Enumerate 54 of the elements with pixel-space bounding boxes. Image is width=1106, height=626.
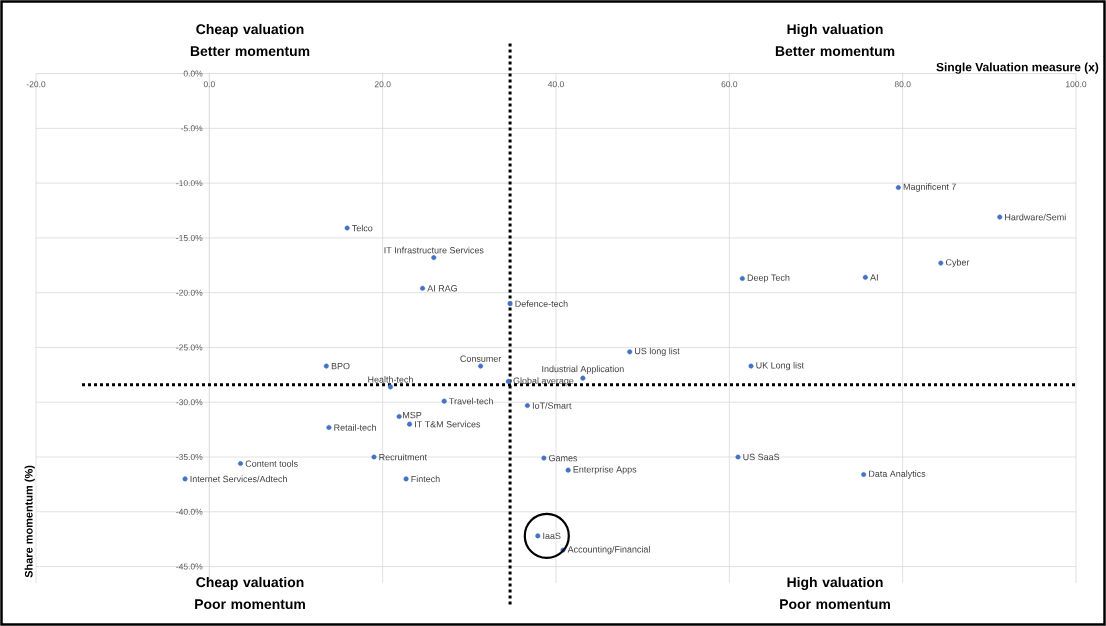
series-label: UK Long list <box>756 361 804 371</box>
series-label: Content tools <box>245 460 298 467</box>
annotation: High valuation Poor momentum <box>780 576 890 610</box>
x-tick-label: 0.0 <box>203 81 215 88</box>
series-label: Deep Tech <box>747 274 790 283</box>
series-label: IT Infrastructure Services <box>384 246 484 254</box>
y-tick-label: -45.0% <box>176 563 203 570</box>
series-label: Travel-tech <box>449 397 493 405</box>
x-tick-label: -20.0 <box>26 81 46 88</box>
text: Cheap valuation Better momentum <box>190 23 310 57</box>
series-label: Cyber <box>945 258 970 268</box>
annotation: Cheap valuation Poor momentum <box>195 576 305 610</box>
series-label: Data Analytics <box>869 470 926 479</box>
series-label: Recruitment <box>379 453 427 461</box>
x-tick-label: 20.0 <box>374 81 391 88</box>
series-label: Enterprise Apps <box>573 465 637 475</box>
series-label: Games <box>549 454 578 462</box>
series-label: Industrial Application <box>542 365 624 374</box>
y-tick-label: -10.0% <box>176 180 203 187</box>
y-tick-label: -35.0% <box>176 454 203 460</box>
x-tick-label: 40.0 <box>547 81 564 88</box>
series-label: BPO <box>331 362 350 370</box>
series-label: MSP <box>403 411 422 419</box>
series-label: Hardware/Semi <box>1005 213 1066 221</box>
series-label: US long list <box>635 347 680 357</box>
series-label: IoT/Smart <box>532 402 572 409</box>
series-label: Fintech <box>411 475 440 483</box>
series-label: Retail-tech <box>334 424 376 431</box>
series-label: IaaS <box>543 532 561 540</box>
x-tick-label: 100.0 <box>1066 81 1087 88</box>
y-tick-label: -15.0% <box>176 234 203 241</box>
y-tick-label: -5.0% <box>180 125 203 132</box>
x-tick-label: 60.0 <box>721 81 738 88</box>
x-tick-label: 80.0 <box>894 81 911 88</box>
series-label: Internet Services/Adtech <box>190 475 287 483</box>
series-label: Consumer <box>460 355 502 362</box>
y-tick-label: -30.0% <box>176 399 203 406</box>
x-axis-title: Single Valuation measure (x) <box>936 62 1099 74</box>
series-label: Magnificent 7 <box>903 183 956 192</box>
series-label: IT T&M Services <box>415 420 481 428</box>
series-label: US SaaS <box>743 453 780 461</box>
y-tick-label: -20.0% <box>176 289 203 296</box>
y-tick-label: -25.0% <box>176 344 203 351</box>
y-axis-title: Share momentum (%) <box>24 465 35 578</box>
series-label: Defence-tech <box>515 300 568 307</box>
series-label: AI <box>870 274 878 281</box>
y-tick-label: -40.0% <box>176 508 203 515</box>
y-tick-label: 0.0% <box>183 70 203 77</box>
series-label: Telco <box>352 224 373 232</box>
series-label: Health-tech <box>368 376 413 383</box>
series-label: AI RAG <box>427 285 457 292</box>
series-label: Global average <box>513 377 574 386</box>
series-label: Accounting/Financial <box>567 545 650 555</box>
text: High valuation Better momentum <box>775 23 895 57</box>
